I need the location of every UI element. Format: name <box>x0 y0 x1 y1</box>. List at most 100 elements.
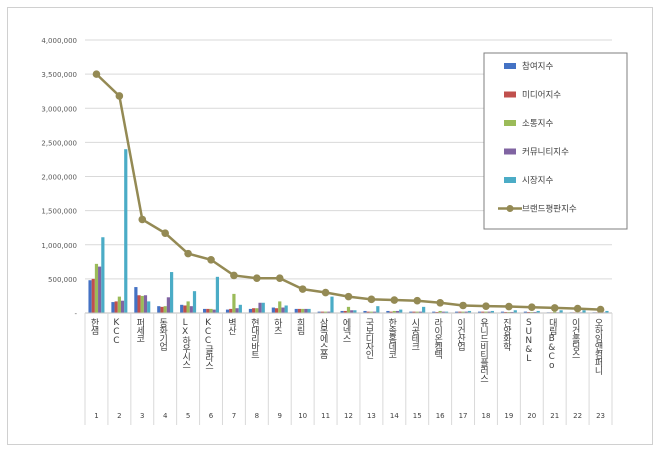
line-point <box>528 303 536 311</box>
bar-미디어지수 <box>527 311 531 313</box>
line-point <box>184 249 192 258</box>
bar-커뮤니티지수 <box>373 311 377 313</box>
bar-커뮤니티지수 <box>120 300 125 313</box>
x-category-label: 하츠 <box>272 318 282 334</box>
bar-소통지수 <box>484 311 488 313</box>
x-index-label: 17 <box>459 412 468 420</box>
line-point <box>550 304 559 312</box>
y-tick-label: 2,500,000 <box>41 139 77 147</box>
bar-참여지수 <box>180 304 184 313</box>
x-index-label: 14 <box>390 412 399 420</box>
bar-소통지수 <box>553 311 557 313</box>
legend-swatch <box>504 177 516 183</box>
line-point <box>298 285 307 293</box>
x-index-label: 11 <box>321 412 330 420</box>
bar-미디어지수 <box>320 311 324 313</box>
y-axis: - 500,000 1,000,000 1,500,000 2,000,000 2,500… <box>41 37 77 318</box>
bar-커뮤니티지수 <box>143 295 148 313</box>
bar-참여지수 <box>317 311 321 313</box>
bar-미디어지수 <box>412 311 416 313</box>
bar-시장지수 <box>559 310 563 313</box>
line-point <box>459 301 467 310</box>
line-point <box>367 295 376 304</box>
bar-커뮤니티지수 <box>510 311 514 313</box>
bar-시장지수 <box>467 310 472 313</box>
x-category-label: 한솔홈데코 <box>386 318 396 358</box>
x-category-label: 유니드비티플러스 <box>478 318 488 382</box>
x-index-label: 18 <box>482 412 491 420</box>
x-category-label: KCC글라스 <box>203 318 213 369</box>
line-point <box>413 296 422 305</box>
x-index-label: 19 <box>504 412 513 420</box>
y-tick-label: 2,000,000 <box>41 174 77 182</box>
bar-시장지수 <box>490 310 494 313</box>
x-category-label: 대림B&Co <box>547 318 557 370</box>
bar-참여지수 <box>248 308 253 313</box>
x-index-label: 16 <box>436 412 445 420</box>
x-index-label: 22 <box>573 412 582 420</box>
bar-시장지수 <box>536 310 540 313</box>
x-index-label: 9 <box>278 412 282 420</box>
legend-label: 참여지수 <box>522 61 553 72</box>
legend-label: 미디어지수 <box>522 90 561 101</box>
bar-시장지수 <box>422 306 426 313</box>
bar-미디어지수 <box>274 308 279 313</box>
bar-소통지수 <box>346 306 351 313</box>
bar-소통지수 <box>392 310 396 313</box>
y-tick-label: 1,500,000 <box>41 208 77 216</box>
x-category-label: 동화기업 <box>157 318 167 351</box>
x-index-label: 2 <box>117 412 121 420</box>
bar-시장지수 <box>513 310 517 313</box>
y-tick-label: 3,000,000 <box>41 105 77 113</box>
bar-미디어지수 <box>137 295 141 313</box>
bar-미디어지수 <box>458 311 462 313</box>
bar-시장지수 <box>582 310 586 313</box>
bar-참여지수 <box>477 311 482 313</box>
x-category-label: 희림 <box>295 317 305 335</box>
bar-미디어지수 <box>366 311 370 313</box>
bar-소통지수 <box>94 263 99 313</box>
legend-label: 시장지수 <box>522 175 553 186</box>
line-point <box>390 296 399 304</box>
bar-소통지수 <box>323 311 328 313</box>
bar-참여지수 <box>409 311 413 313</box>
line-point <box>115 92 124 100</box>
x-category-label: 국보디자인 <box>363 318 373 359</box>
bar-커뮤니티지수 <box>281 307 285 313</box>
x-index-label: 15 <box>413 412 422 420</box>
bar-시장지수 <box>353 310 357 313</box>
legend-marker <box>506 205 514 212</box>
bar-시장지수 <box>215 276 220 313</box>
bar-참여지수 <box>294 308 298 313</box>
legend-label: 커뮤니티지수 <box>522 147 569 158</box>
bar-커뮤니티지수 <box>258 302 262 313</box>
line-point <box>207 255 215 264</box>
bar-미디어지수 <box>435 311 439 313</box>
x-index-label: 4 <box>163 412 168 420</box>
y-tick-label: - <box>74 310 77 318</box>
x-category-label: LX하우시스 <box>180 318 190 368</box>
x-index-label: 20 <box>527 412 536 420</box>
bar-참여지수 <box>111 302 115 313</box>
x-index-label: 7 <box>232 412 236 420</box>
x-category-label: 시공테크 <box>409 318 419 350</box>
bar-커뮤니티지수 <box>98 266 102 313</box>
bar-시장지수 <box>399 309 403 313</box>
bar-미디어지수 <box>160 306 164 313</box>
x-category-label: 삼목에스폼 <box>318 318 328 359</box>
bar-시장지수 <box>444 311 449 313</box>
bar-소통지수 <box>186 301 190 313</box>
bar-커뮤니티지수 <box>327 311 331 313</box>
legend-swatch <box>504 63 516 69</box>
bar-시장지수 <box>261 302 265 313</box>
bar-커뮤니티지수 <box>350 310 354 313</box>
bar-소통지수 <box>507 311 511 313</box>
bar-참여지수 <box>500 311 505 313</box>
bar-참여지수 <box>340 310 344 313</box>
bar-시장지수 <box>376 306 380 313</box>
bar-소통지수 <box>163 306 167 313</box>
bar-시장지수 <box>124 149 128 313</box>
x-index-label: 21 <box>550 412 559 420</box>
bar-커뮤니티지수 <box>166 297 170 313</box>
